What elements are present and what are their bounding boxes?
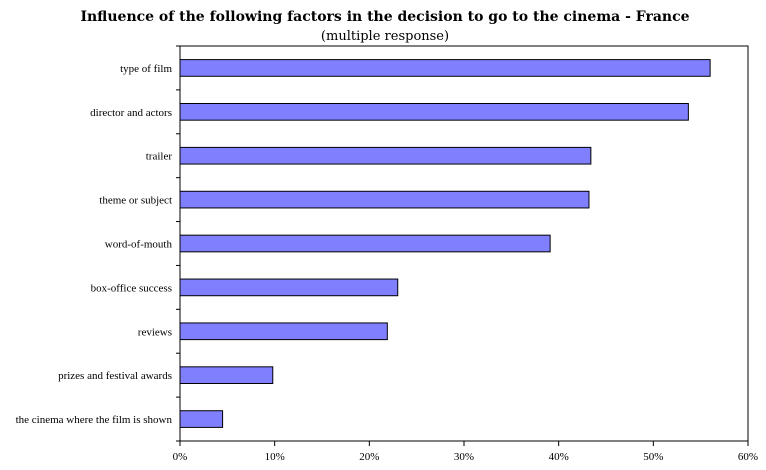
category-label: director and actors bbox=[90, 107, 172, 119]
chart-title: Influence of the following factors in th… bbox=[80, 9, 689, 25]
x-tick-label: 30% bbox=[454, 451, 474, 463]
bar bbox=[179, 278, 399, 297]
y-axis-ticks-group bbox=[176, 45, 180, 442]
category-label: the cinema where the film is shown bbox=[16, 414, 173, 426]
bar bbox=[179, 146, 592, 165]
chart-subtitle: (multiple response) bbox=[321, 29, 449, 44]
category-label: word-of-mouth bbox=[105, 239, 173, 251]
x-axis-ticks-group: 0% 10% 20% 30% 40% 50% 60% bbox=[173, 441, 758, 463]
bar bbox=[179, 366, 274, 385]
bar bbox=[179, 322, 388, 341]
category-label: prizes and festival awards bbox=[58, 370, 172, 382]
bar bbox=[179, 410, 224, 428]
category-label: reviews bbox=[138, 326, 172, 338]
category-label: box-office success bbox=[91, 282, 172, 294]
bars-group bbox=[179, 59, 711, 428]
bar bbox=[179, 59, 711, 77]
x-tick-label: 0% bbox=[173, 451, 188, 463]
x-tick-label: 60% bbox=[738, 451, 758, 463]
category-label: theme or subject bbox=[99, 195, 172, 207]
x-tick-label: 40% bbox=[549, 451, 569, 463]
category-label: trailer bbox=[146, 151, 173, 163]
category-labels-group: type of film director and actors trailer th… bbox=[16, 63, 173, 426]
x-tick-label: 20% bbox=[359, 451, 379, 463]
bar bbox=[179, 234, 551, 253]
x-tick-label: 50% bbox=[643, 451, 663, 463]
bar bbox=[179, 190, 590, 209]
bar bbox=[179, 102, 689, 121]
x-tick-label: 10% bbox=[265, 451, 285, 463]
category-label: type of film bbox=[120, 63, 172, 75]
